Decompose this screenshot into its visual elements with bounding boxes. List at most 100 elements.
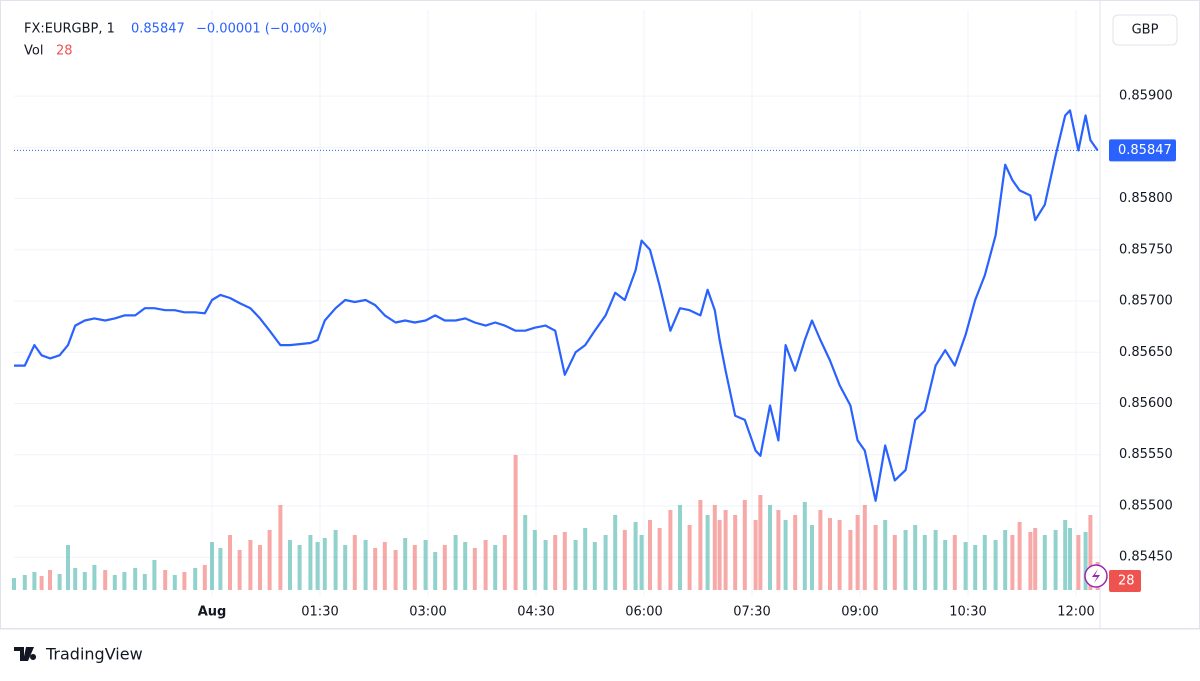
y-tick-label: 0.85650 <box>1119 345 1173 360</box>
volume-bar <box>228 535 232 590</box>
volume-bar <box>657 528 662 590</box>
volume-bar <box>172 575 177 590</box>
volume-bar <box>573 540 578 590</box>
volume-bar <box>793 515 798 590</box>
currency[interactable]: GBP <box>1132 23 1159 38</box>
volume-bar <box>472 548 477 590</box>
volume-bar <box>82 572 87 590</box>
volume-bar <box>603 535 608 590</box>
x-tick-label: 06:00 <box>625 605 662 620</box>
volume-bar <box>382 542 387 590</box>
y-tick-label: 0.85900 <box>1119 89 1173 104</box>
volume-bar <box>1083 532 1088 590</box>
volume-bar <box>322 538 327 590</box>
volume-bar <box>39 576 44 590</box>
volume-bar <box>1033 528 1038 590</box>
volume-bar <box>622 530 627 590</box>
volume-bar <box>297 545 302 590</box>
volume-bar <box>1063 520 1068 590</box>
volume-bar <box>753 520 758 590</box>
volume-bar <box>1053 530 1058 590</box>
volume-bar <box>343 545 348 590</box>
volume-bar <box>373 548 378 590</box>
volume-bar <box>532 530 537 590</box>
volume-bar <box>583 528 588 590</box>
volume-bar <box>513 455 518 590</box>
volume-bar <box>648 520 652 590</box>
volume-bar <box>943 540 948 590</box>
volume-bar <box>810 525 814 590</box>
volume-bar <box>562 532 567 590</box>
volume-bar <box>193 568 198 590</box>
volume-bar <box>592 542 597 590</box>
volume-bar <box>1028 532 1033 590</box>
volume-bar <box>733 515 738 590</box>
volume-bar <box>403 538 408 590</box>
volume-bar <box>1017 522 1022 590</box>
volume-bar <box>248 540 253 590</box>
volume-bar <box>112 575 117 590</box>
volume-bar <box>218 548 223 590</box>
y-tick-label: 0.85450 <box>1119 550 1173 565</box>
volume-bar <box>855 515 860 590</box>
volume-bar <box>423 540 428 590</box>
volume-bar <box>818 510 823 590</box>
volume-bar <box>776 510 781 590</box>
brand-logo <box>14 647 37 661</box>
volume-bar <box>883 520 888 590</box>
volume-bar <box>639 535 644 590</box>
volume-bar <box>922 535 927 590</box>
price-line <box>14 109 1099 502</box>
volume-bar <box>705 515 710 590</box>
x-tick-label: 09:00 <box>841 605 878 620</box>
volume-bar <box>1076 535 1081 590</box>
y-tick-label: 0.85700 <box>1119 294 1173 309</box>
volume-bar <box>903 530 908 590</box>
alert-bolt <box>1092 569 1100 583</box>
volume-bar <box>613 515 618 590</box>
volume-bar <box>678 505 682 590</box>
brand: TradingView <box>45 645 143 664</box>
volume-bar <box>163 570 168 590</box>
volume-bar <box>493 545 498 590</box>
volume-bar <box>483 540 488 590</box>
volume-bar <box>848 530 853 590</box>
volume-bar <box>502 535 507 590</box>
volume <box>12 455 1100 590</box>
volume-bar <box>92 565 97 590</box>
volume-bar <box>687 525 692 590</box>
y-tick-label: 0.85750 <box>1119 242 1173 257</box>
volume-bar <box>12 578 16 590</box>
volume-bar <box>1003 530 1008 590</box>
volume-bar <box>963 542 968 590</box>
x-tick-label: 12:00 <box>1057 605 1094 620</box>
volume-bar <box>742 500 747 590</box>
x-tick-label: 01:30 <box>301 605 338 620</box>
x-tick-label: 04:30 <box>517 605 554 620</box>
volume-bar <box>543 540 548 590</box>
volume-bar <box>862 505 867 590</box>
volume-bar <box>892 535 897 590</box>
volume-bar <box>463 542 468 590</box>
volume-bar <box>717 520 722 590</box>
currency-button[interactable] <box>1112 14 1178 46</box>
volume-bar <box>32 572 37 590</box>
volume-bar <box>142 574 147 590</box>
volume-bar <box>453 535 458 590</box>
volume-bar <box>182 572 187 590</box>
volume-bar <box>393 550 398 590</box>
x-tick-label: 03:00 <box>409 605 446 620</box>
volume-bar <box>202 565 207 590</box>
volume-bar <box>1068 528 1072 590</box>
y-tick-label: 0.85550 <box>1119 447 1173 462</box>
volume-bar <box>66 545 70 590</box>
header-price: 0.85847 <box>131 22 185 37</box>
volume-bar <box>723 510 728 590</box>
volume-bar <box>668 510 673 590</box>
volume-bar <box>802 502 807 590</box>
volume-bar <box>308 535 313 590</box>
volume-bar <box>267 530 272 590</box>
vol-value: 28 <box>56 44 73 59</box>
